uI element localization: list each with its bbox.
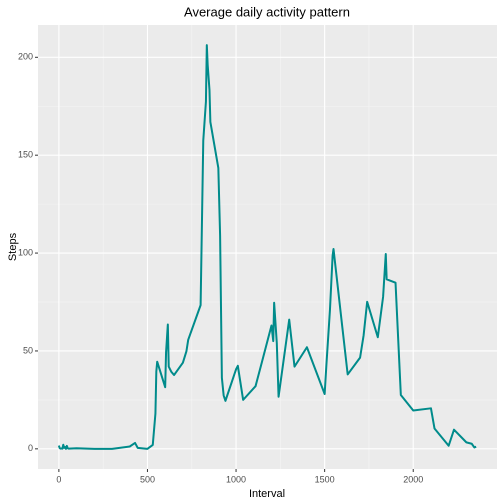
x-tick-label: 0 <box>56 474 61 484</box>
y-tick-label: 50 <box>23 345 33 355</box>
x-tick-label: 500 <box>140 474 155 484</box>
x-tick-label: 1500 <box>315 474 335 484</box>
x-axis-label: Interval <box>249 488 285 500</box>
y-tick-label: 150 <box>18 150 33 160</box>
x-tick-label: 2000 <box>403 474 423 484</box>
panel <box>38 25 497 469</box>
chart-title: Average daily activity pattern <box>184 4 350 19</box>
y-axis-label: Steps <box>7 232 19 261</box>
line <box>57 44 477 450</box>
y-tick-label: 100 <box>18 247 33 257</box>
x-tick-label: 1000 <box>226 474 246 484</box>
y-tick-label: 0 <box>28 443 33 453</box>
y-tick-label: 200 <box>18 52 33 62</box>
